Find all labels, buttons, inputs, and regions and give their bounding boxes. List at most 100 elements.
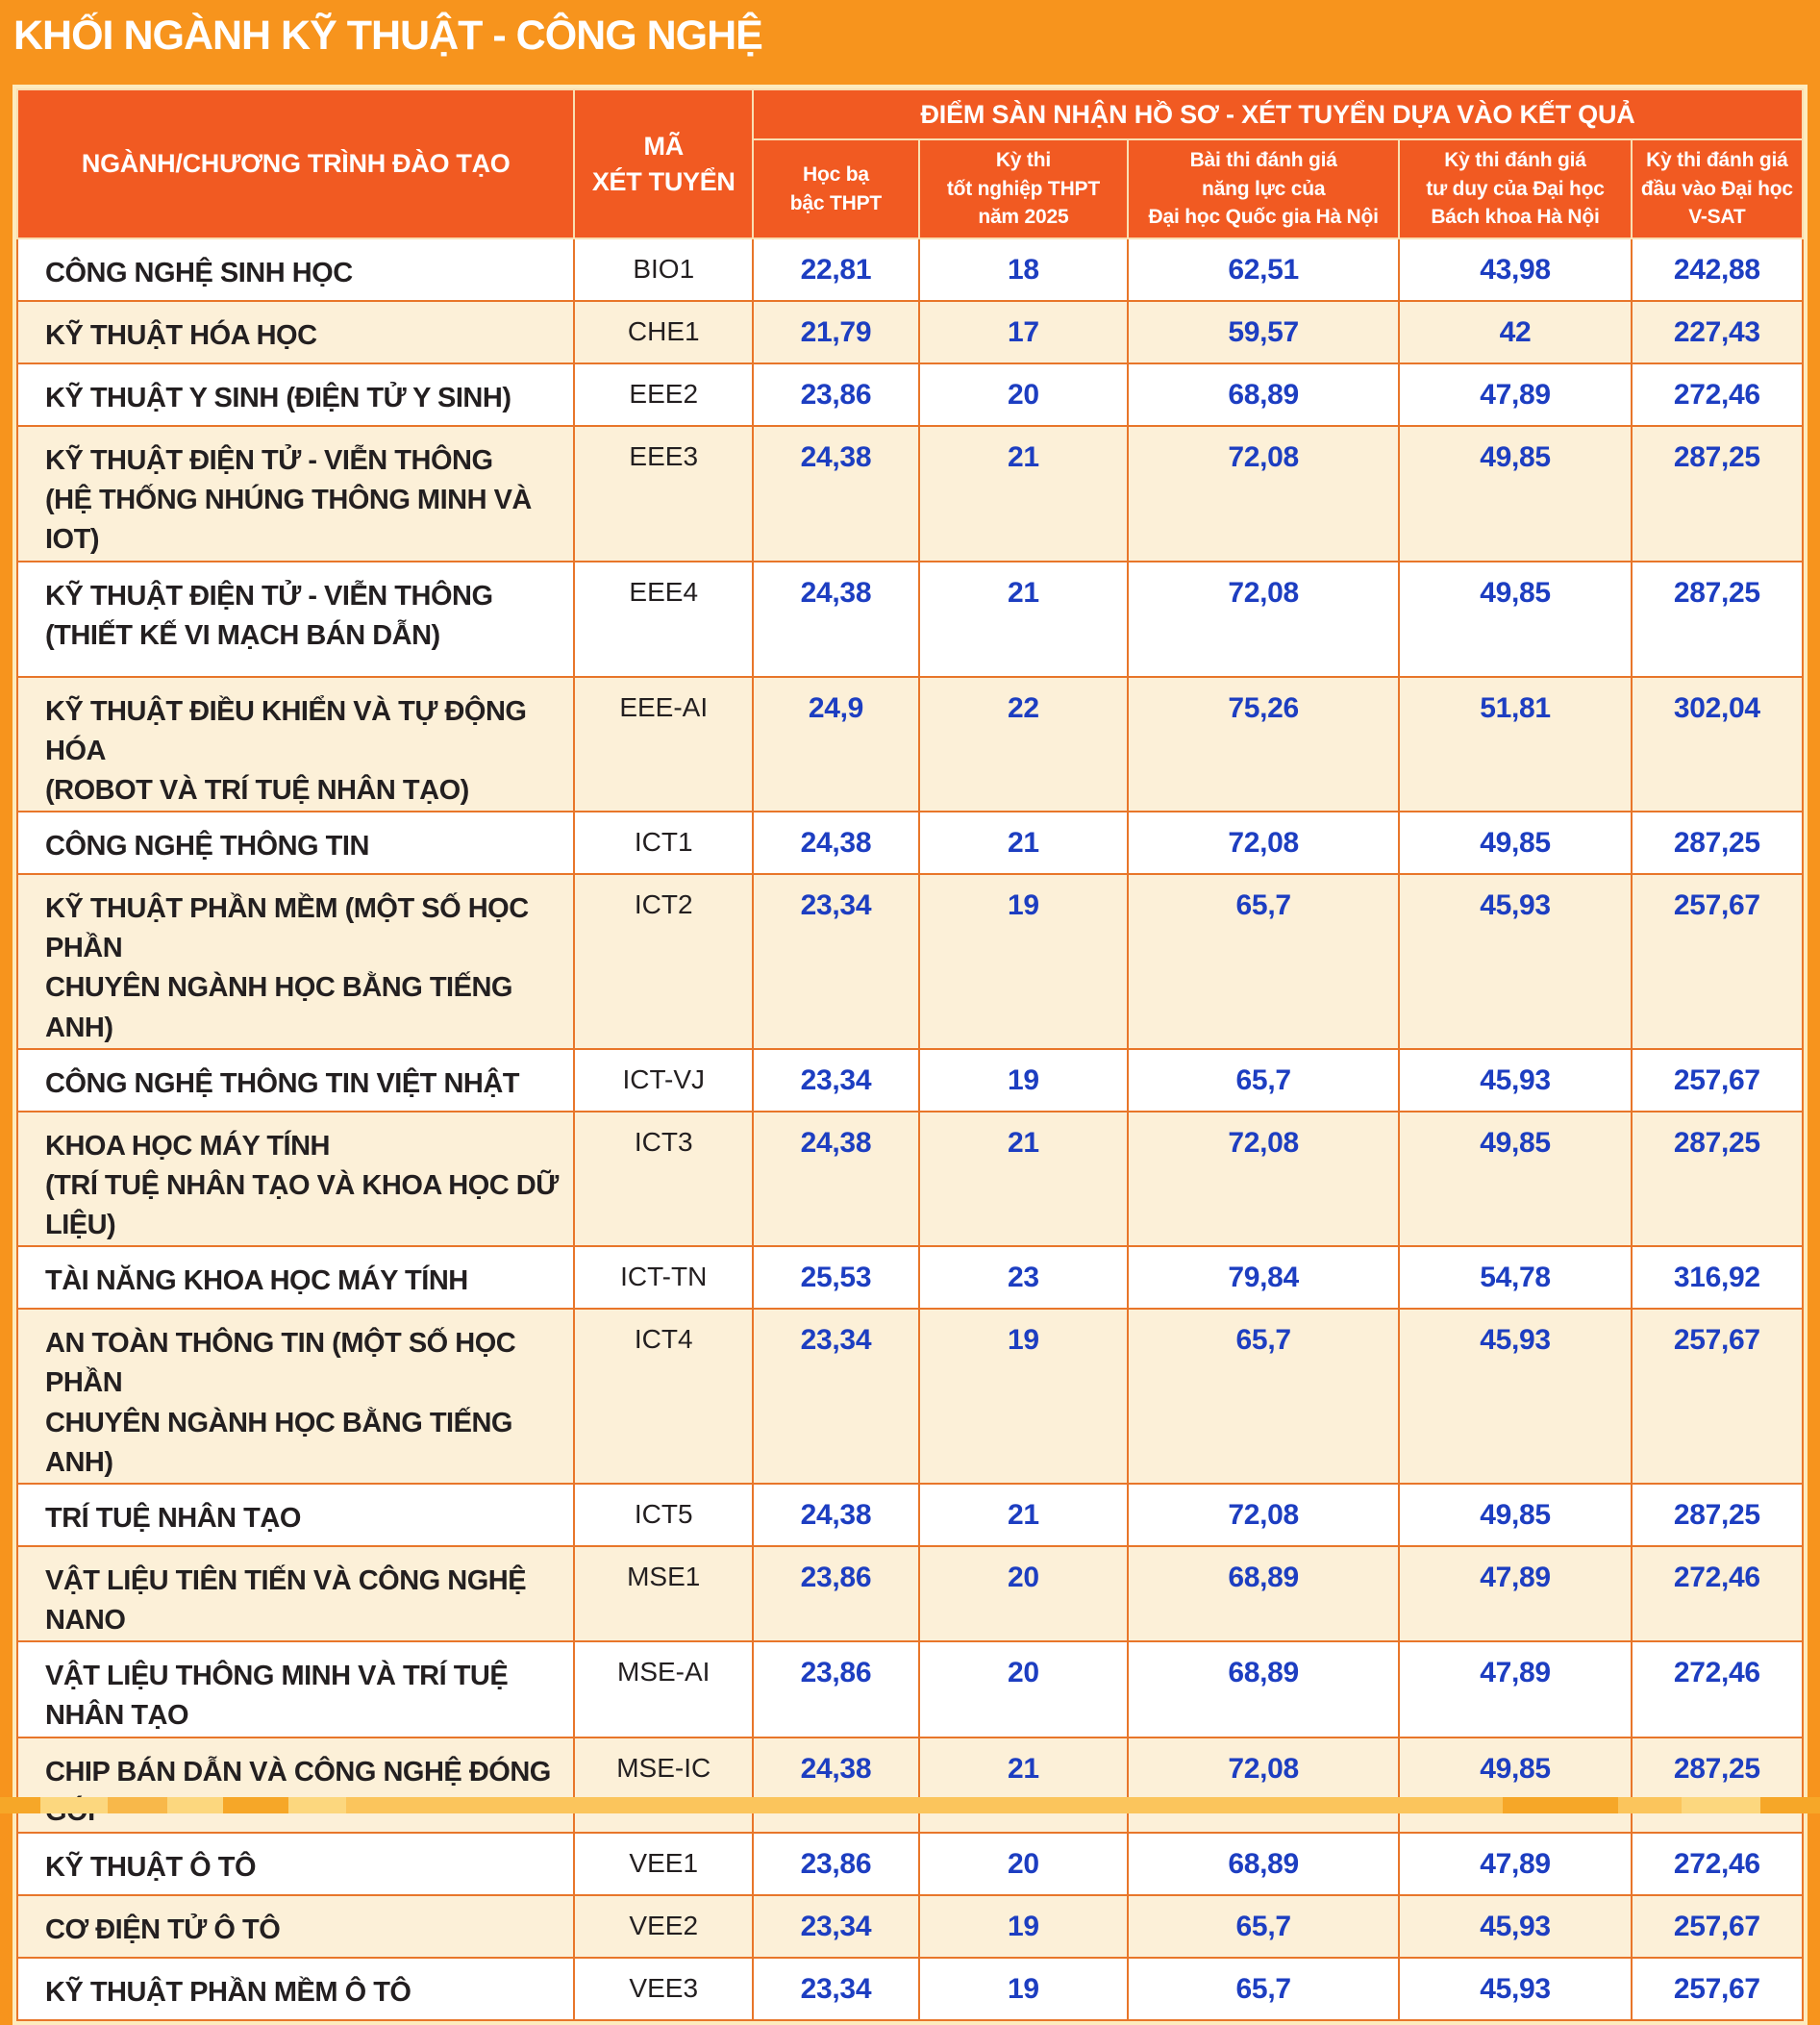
program-cell: CÔNG NGHỆ THÔNG TIN VIỆT NHẬT — [15, 1047, 576, 1112]
table-row: KỸ THUẬT ĐIỀU KHIỂN VÀ TỰ ĐỘNG HÓA (ROBO… — [15, 675, 1805, 813]
score-cell: 22,81 — [752, 238, 920, 302]
program-cell: AN TOÀN THÔNG TIN (MỘT SỐ HỌC PHẦN CHUYÊ… — [15, 1308, 576, 1485]
page-title: KHỐI NGÀNH KỸ THUẬT - CÔNG NGHỆ — [13, 12, 763, 59]
score-cell: 45,93 — [1398, 1956, 1633, 2021]
code-cell: CHE1 — [573, 300, 755, 364]
score-cell: 17 — [917, 300, 1130, 364]
score-cell: 21 — [917, 1482, 1130, 1547]
program-cell: KỸ THUẬT ĐIỀU KHIỂN VÀ TỰ ĐỘNG HÓA (ROBO… — [15, 675, 576, 813]
score-cell: 65,7 — [1127, 1308, 1401, 1485]
code-cell: ICT1 — [573, 811, 755, 876]
score-cell: 23 — [917, 1245, 1130, 1311]
code-cell: EEE2 — [573, 362, 755, 427]
score-cell: 272,46 — [1630, 362, 1805, 427]
score-cell: 24,9 — [752, 675, 920, 813]
score-cell: 54,78 — [1398, 1245, 1633, 1311]
score-cell: 23,86 — [752, 362, 920, 427]
score-cell: 72,08 — [1127, 1110, 1401, 1248]
table-row: KỸ THUẬT PHẦN MỀM Ô TÔ VEE3 23,34 19 65,… — [15, 1956, 1805, 2021]
program-cell: TÀI NĂNG KHOA HỌC MÁY TÍNH — [15, 1245, 576, 1311]
table-row: KỸ THUẬT ĐIỆN TỬ - VIỄN THÔNG (THIẾT KẾ … — [15, 560, 1805, 678]
score-cell: 19 — [917, 1893, 1130, 1959]
score-cell: 257,67 — [1630, 1047, 1805, 1112]
code-cell: ICT5 — [573, 1482, 755, 1547]
score-cell: 20 — [917, 1640, 1130, 1738]
score-cell: 21 — [917, 560, 1130, 678]
program-cell: CHIP BÁN DẪN VÀ CÔNG NGHỆ ĐÓNG GÓI — [15, 1736, 576, 1834]
table-row: KỸ THUẬT HÓA HỌC CHE1 21,79 17 59,57 42 … — [15, 300, 1805, 364]
table-row: CÔNG NGHỆ THÔNG TIN VIỆT NHẬT ICT-VJ 23,… — [15, 1047, 1805, 1112]
admission-score-table: NGÀNH/CHƯƠNG TRÌNH ĐÀO TẠO MÃ XÉT TUYỂN … — [15, 88, 1805, 2021]
score-cell: 24,38 — [752, 560, 920, 678]
score-cell: 24,38 — [752, 1482, 920, 1547]
code-cell: MSE-IC — [573, 1736, 755, 1834]
score-cell: 47,89 — [1398, 1640, 1633, 1738]
code-cell: ICT-TN — [573, 1245, 755, 1311]
score-cell: 20 — [917, 1544, 1130, 1643]
score-cell: 45,93 — [1398, 1047, 1633, 1112]
score-cell: 257,67 — [1630, 1956, 1805, 2021]
program-cell: CÔNG NGHỆ SINH HỌC — [15, 238, 576, 302]
score-cell: 68,89 — [1127, 362, 1401, 427]
table-row: AN TOÀN THÔNG TIN (MỘT SỐ HỌC PHẦN CHUYÊ… — [15, 1308, 1805, 1485]
score-cell: 68,89 — [1127, 1640, 1401, 1738]
score-cell: 287,25 — [1630, 1736, 1805, 1834]
score-cell: 23,34 — [752, 1047, 920, 1112]
program-cell: VẬT LIỆU THÔNG MINH VÀ TRÍ TUỆ NHÂN TẠO — [15, 1640, 576, 1738]
code-cell: VEE2 — [573, 1893, 755, 1959]
score-cell: 257,67 — [1630, 1308, 1805, 1485]
score-cell: 49,85 — [1398, 1110, 1633, 1248]
program-cell: TRÍ TUỆ NHÂN TẠO — [15, 1482, 576, 1547]
score-cell: 65,7 — [1127, 873, 1401, 1050]
score-cell: 23,86 — [752, 1640, 920, 1738]
score-cell: 79,84 — [1127, 1245, 1401, 1311]
column-header-hoc-ba: Học bạ bậc THPT — [752, 138, 920, 239]
score-cell: 21 — [917, 811, 1130, 876]
score-cell: 47,89 — [1398, 1831, 1633, 1896]
program-cell: CƠ ĐIỆN TỬ Ô TÔ — [15, 1893, 576, 1959]
column-header-code: MÃ XÉT TUYỂN — [573, 88, 755, 239]
score-cell: 287,25 — [1630, 425, 1805, 562]
program-cell: CÔNG NGHỆ THÔNG TIN — [15, 811, 576, 876]
table-row: KHOA HỌC MÁY TÍNH (TRÍ TUỆ NHÂN TẠO VÀ K… — [15, 1110, 1805, 1248]
score-cell: 59,57 — [1127, 300, 1401, 364]
code-cell: EEE4 — [573, 560, 755, 678]
score-cell: 20 — [917, 1831, 1130, 1896]
score-cell: 65,7 — [1127, 1956, 1401, 2021]
table-row: KỸ THUẬT Ô TÔ VEE1 23,86 20 68,89 47,89 … — [15, 1831, 1805, 1896]
score-cell: 72,08 — [1127, 1482, 1401, 1547]
code-cell: VEE1 — [573, 1831, 755, 1896]
score-cell: 62,51 — [1127, 238, 1401, 302]
column-header-thpt-2025: Kỳ thi tốt nghiệp THPT năm 2025 — [917, 138, 1130, 239]
column-header-program: NGÀNH/CHƯƠNG TRÌNH ĐÀO TẠO — [15, 88, 576, 239]
score-cell: 45,93 — [1398, 1308, 1633, 1485]
score-cell: 287,25 — [1630, 811, 1805, 876]
score-cell: 24,38 — [752, 425, 920, 562]
score-cell: 24,38 — [752, 811, 920, 876]
program-cell: KỸ THUẬT PHẦN MỀM (MỘT SỐ HỌC PHẦN CHUYÊ… — [15, 873, 576, 1050]
score-cell: 272,46 — [1630, 1831, 1805, 1896]
score-cell: 45,93 — [1398, 873, 1633, 1050]
score-cell: 287,25 — [1630, 1110, 1805, 1248]
score-cell: 49,85 — [1398, 560, 1633, 678]
score-cell: 302,04 — [1630, 675, 1805, 813]
score-cell: 49,85 — [1398, 1482, 1633, 1547]
score-cell: 72,08 — [1127, 560, 1401, 678]
table-row: VẬT LIỆU TIÊN TIẾN VÀ CÔNG NGHỆ NANO MSE… — [15, 1544, 1805, 1643]
score-cell: 49,85 — [1398, 425, 1633, 562]
table-row: CÔNG NGHỆ SINH HỌC BIO1 22,81 18 62,51 4… — [15, 238, 1805, 302]
score-cell: 19 — [917, 873, 1130, 1050]
table-row: CÔNG NGHỆ THÔNG TIN ICT1 24,38 21 72,08 … — [15, 811, 1805, 876]
program-cell: KHOA HỌC MÁY TÍNH (TRÍ TUỆ NHÂN TẠO VÀ K… — [15, 1110, 576, 1248]
score-cell: 23,34 — [752, 1956, 920, 2021]
score-cell: 21 — [917, 1110, 1130, 1248]
score-cell: 43,98 — [1398, 238, 1633, 302]
score-cell: 19 — [917, 1956, 1130, 2021]
score-cell: 47,89 — [1398, 362, 1633, 427]
table-row: CƠ ĐIỆN TỬ Ô TÔ VEE2 23,34 19 65,7 45,93… — [15, 1893, 1805, 1959]
score-cell: 51,81 — [1398, 675, 1633, 813]
footer-strip — [0, 1797, 1820, 1813]
score-cell: 24,38 — [752, 1110, 920, 1248]
score-cell: 257,67 — [1630, 873, 1805, 1050]
code-cell: MSE-AI — [573, 1640, 755, 1738]
